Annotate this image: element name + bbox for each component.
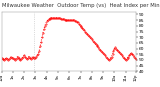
- Text: Milwaukee Weather  Outdoor Temp (vs)  Heat Index per Minute (Last 24 Hours): Milwaukee Weather Outdoor Temp (vs) Heat…: [2, 3, 160, 8]
